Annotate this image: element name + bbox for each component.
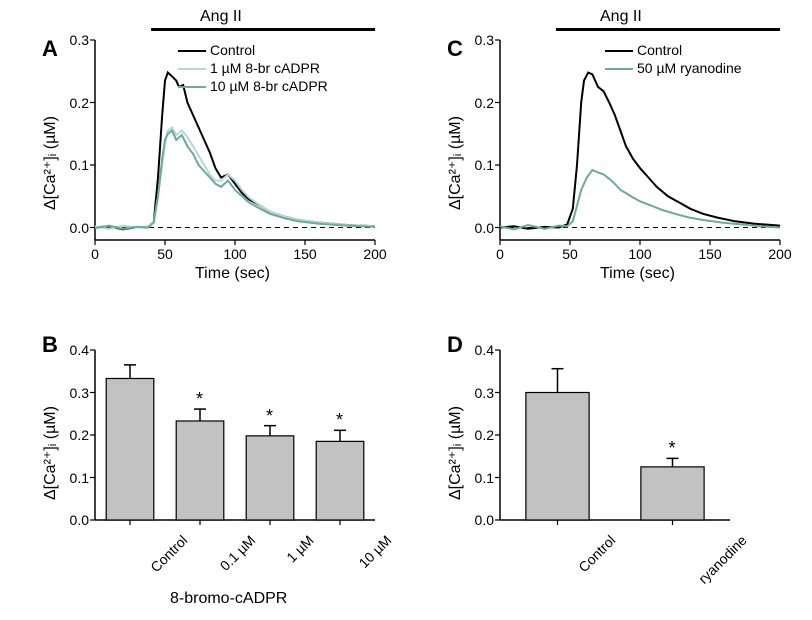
- figure-root: A C B D Ang II Ang II Time (sec) Δ[Ca²⁺]…: [0, 0, 812, 620]
- significance-star: *: [266, 406, 273, 427]
- legend-line: [178, 50, 206, 52]
- xlabel-a: Time (sec): [195, 265, 270, 283]
- ytick-label: 0.4: [61, 342, 89, 358]
- legend-label: 10 µM 8-br cADPR: [210, 78, 328, 94]
- xtick-label: 200: [360, 246, 390, 262]
- panel-label-a: A: [42, 36, 58, 62]
- xtick-label: 100: [220, 246, 250, 262]
- ylabel-c: Δ[Ca²⁺]ᵢ (µM): [445, 116, 465, 210]
- significance-star: *: [336, 410, 343, 431]
- ytick-label: 0.1: [466, 470, 494, 486]
- legend-label: 50 µM ryanodine: [637, 60, 742, 76]
- significance-star: *: [196, 389, 203, 410]
- legend-item: 10 µM 8-br cADPR: [178, 78, 328, 94]
- significance-star: *: [669, 438, 676, 459]
- legend-label: 1 µM 8-br cADPR: [210, 60, 320, 76]
- ylabel-b: Δ[Ca²⁺]ᵢ (µM): [40, 406, 60, 500]
- panel-label-c: C: [447, 36, 463, 62]
- panel-label-b: B: [42, 332, 58, 358]
- legend-item: Control: [605, 42, 682, 58]
- ylabel-a: Δ[Ca²⁺]ᵢ (µM): [40, 116, 60, 210]
- xtick-label: 50: [555, 246, 585, 262]
- chart-b: [85, 340, 385, 540]
- ytick-label: 0.3: [61, 32, 89, 48]
- legend-line: [605, 68, 633, 70]
- xtick-label: 0: [485, 246, 515, 262]
- ytick-label: 0.1: [466, 157, 494, 173]
- xtick-label: 0: [80, 246, 110, 262]
- xtick-label: 150: [290, 246, 320, 262]
- ytick-label: 0.1: [61, 157, 89, 173]
- xlabel-c: Time (sec): [600, 265, 675, 283]
- xtick-label: 150: [695, 246, 725, 262]
- ytick-label: 0.0: [466, 220, 494, 236]
- panel-label-d: D: [447, 332, 463, 358]
- ytick-label: 0.1: [61, 470, 89, 486]
- ytick-label: 0.0: [61, 220, 89, 236]
- legend-item: 50 µM ryanodine: [605, 60, 742, 76]
- legend-line: [178, 68, 206, 70]
- xtick-label: ryanodine: [695, 532, 750, 587]
- legend-line: [178, 86, 206, 88]
- chart-d: [490, 340, 750, 540]
- ytick-label: 0.3: [61, 385, 89, 401]
- xtick-label: 100: [625, 246, 655, 262]
- ytick-label: 0.2: [466, 95, 494, 111]
- ytick-label: 0.3: [466, 32, 494, 48]
- ytick-label: 0.0: [61, 512, 89, 528]
- grouplabel-b: 8-bromo-cADPR: [170, 590, 287, 608]
- legend-label: Control: [210, 42, 255, 58]
- stim-label-c: Ang II: [600, 8, 642, 26]
- ytick-label: 0.2: [466, 427, 494, 443]
- ytick-label: 0.3: [466, 385, 494, 401]
- stim-label-a: Ang II: [200, 8, 242, 26]
- ytick-label: 0.2: [61, 427, 89, 443]
- legend-label: Control: [637, 42, 682, 58]
- legend-item: 1 µM 8-br cADPR: [178, 60, 320, 76]
- ytick-label: 0.4: [466, 342, 494, 358]
- ytick-label: 0.2: [61, 95, 89, 111]
- legend-item: Control: [178, 42, 255, 58]
- ylabel-d: Δ[Ca²⁺]ᵢ (µM): [445, 406, 465, 500]
- xtick-label: 200: [765, 246, 795, 262]
- legend-line: [605, 50, 633, 52]
- xtick-label: 50: [150, 246, 180, 262]
- ytick-label: 0.0: [466, 512, 494, 528]
